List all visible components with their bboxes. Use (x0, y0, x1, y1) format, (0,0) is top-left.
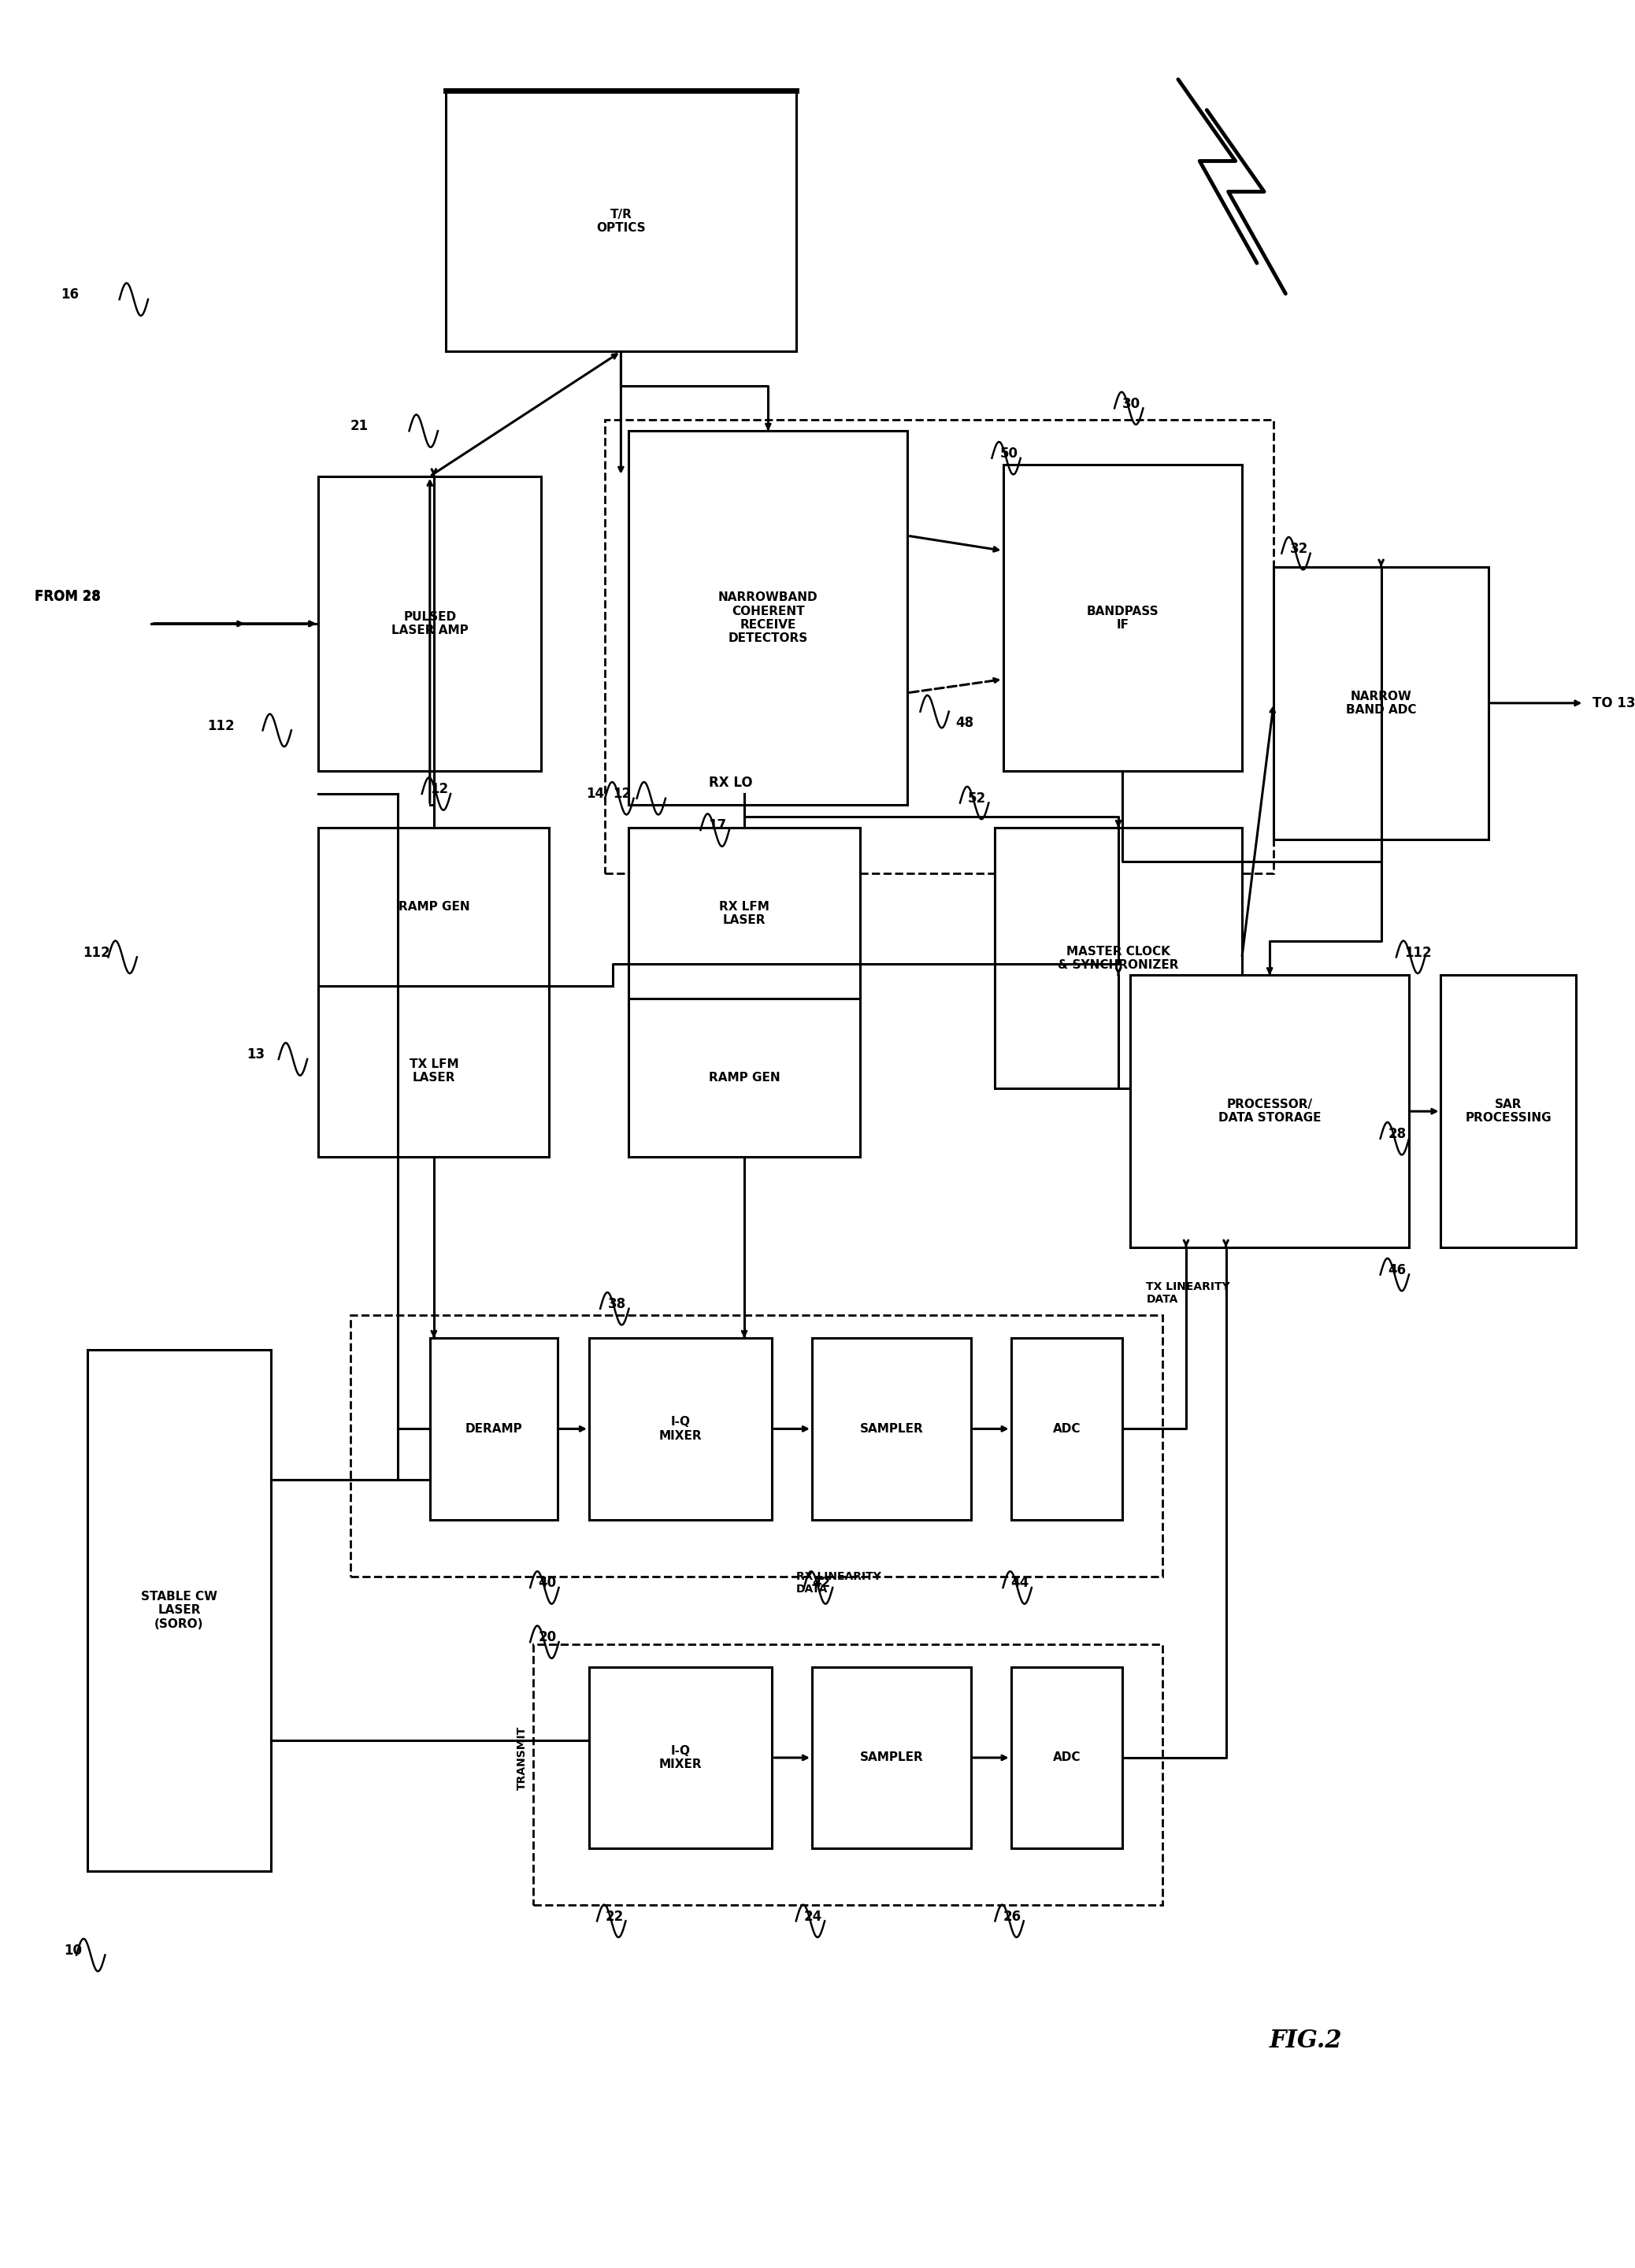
Bar (1002, 465, 1243, 771)
Text: FROM 28: FROM 28 (34, 590, 101, 603)
Bar (1010, 1338, 1122, 1520)
Text: PULSED
LASER AMP: PULSED LASER AMP (391, 610, 468, 637)
Bar (996, 828, 1243, 1089)
Bar (1274, 567, 1488, 839)
Text: 21: 21 (350, 420, 368, 433)
Bar (88, 1349, 271, 1871)
Text: ADC: ADC (1053, 1751, 1081, 1765)
Text: 112: 112 (1404, 946, 1432, 959)
Text: RAMP GEN: RAMP GEN (708, 1073, 780, 1084)
Text: 28: 28 (1388, 1127, 1406, 1141)
Bar (533, 1644, 1162, 1905)
Text: 17: 17 (708, 819, 726, 832)
Bar (350, 1315, 1162, 1576)
Text: ADC: ADC (1053, 1422, 1081, 1436)
Bar (1130, 975, 1409, 1247)
Text: MASTER CLOCK
& SYNCHRONIZER: MASTER CLOCK & SYNCHRONIZER (1058, 946, 1179, 971)
Text: RX LFM
LASER: RX LFM LASER (719, 900, 770, 925)
Text: 30: 30 (1122, 397, 1141, 411)
Text: 38: 38 (608, 1297, 626, 1311)
Text: FIG.2: FIG.2 (1269, 2030, 1342, 2053)
Text: 13: 13 (247, 1048, 265, 1061)
Text: 14: 14 (585, 787, 603, 801)
Text: 52: 52 (968, 792, 986, 805)
Text: PROCESSOR/
DATA STORAGE: PROCESSOR/ DATA STORAGE (1218, 1098, 1321, 1125)
Bar (629, 828, 860, 1157)
Text: 46: 46 (1388, 1263, 1406, 1277)
Text: RAMP GEN: RAMP GEN (399, 900, 469, 912)
Text: 32: 32 (1290, 542, 1308, 556)
Text: 112: 112 (83, 946, 110, 959)
Bar (813, 1667, 971, 1848)
Text: 112: 112 (208, 719, 234, 733)
Text: 12: 12 (613, 787, 631, 801)
Bar (813, 1338, 971, 1520)
Text: NARROWBAND
COHERENT
RECEIVE
DETECTORS: NARROWBAND COHERENT RECEIVE DETECTORS (718, 592, 818, 644)
Text: 48: 48 (955, 717, 973, 730)
Text: TX LFM
LASER: TX LFM LASER (409, 1059, 458, 1084)
Text: TO 13: TO 13 (1592, 696, 1635, 710)
Bar (589, 1667, 772, 1848)
Text: NARROW
BAND ADC: NARROW BAND ADC (1346, 689, 1416, 717)
Text: 40: 40 (538, 1576, 556, 1590)
Bar (605, 420, 1274, 873)
Text: TRANSMIT: TRANSMIT (517, 1726, 528, 1789)
Text: 20: 20 (538, 1631, 556, 1644)
Text: 42: 42 (813, 1576, 831, 1590)
Text: SAMPLER: SAMPLER (860, 1751, 924, 1765)
Bar (589, 1338, 772, 1520)
Text: STABLE CW
LASER
(SORO): STABLE CW LASER (SORO) (141, 1590, 217, 1631)
Text: I-Q
MIXER: I-Q MIXER (659, 1744, 701, 1771)
Text: 44: 44 (1010, 1576, 1030, 1590)
Text: SAMPLER: SAMPLER (860, 1422, 924, 1436)
Bar (430, 1338, 558, 1520)
Text: 16: 16 (60, 288, 78, 302)
Text: DERAMP: DERAMP (464, 1422, 522, 1436)
Text: RX LINEARITY
DATA: RX LINEARITY DATA (796, 1572, 881, 1594)
Text: BANDPASS
IF: BANDPASS IF (1086, 606, 1159, 631)
Text: 22: 22 (605, 1910, 623, 1923)
Bar (1440, 975, 1576, 1247)
Text: TX LINEARITY
DATA: TX LINEARITY DATA (1146, 1281, 1231, 1304)
Bar (446, 91, 796, 352)
Text: 50: 50 (1001, 447, 1019, 460)
Text: 12: 12 (430, 782, 448, 796)
Text: 26: 26 (1002, 1910, 1022, 1923)
Bar (629, 431, 907, 805)
Text: SAR
PROCESSING: SAR PROCESSING (1465, 1098, 1552, 1125)
Text: RX LO: RX LO (708, 776, 752, 789)
Bar (1010, 1667, 1122, 1848)
Text: T/R
OPTICS: T/R OPTICS (597, 209, 646, 234)
Text: 24: 24 (804, 1910, 822, 1923)
Text: I-Q
MIXER: I-Q MIXER (659, 1415, 701, 1442)
Bar (319, 828, 549, 1157)
Text: FROM 28: FROM 28 (34, 590, 101, 603)
Text: 10: 10 (64, 1944, 82, 1957)
Bar (319, 476, 541, 771)
